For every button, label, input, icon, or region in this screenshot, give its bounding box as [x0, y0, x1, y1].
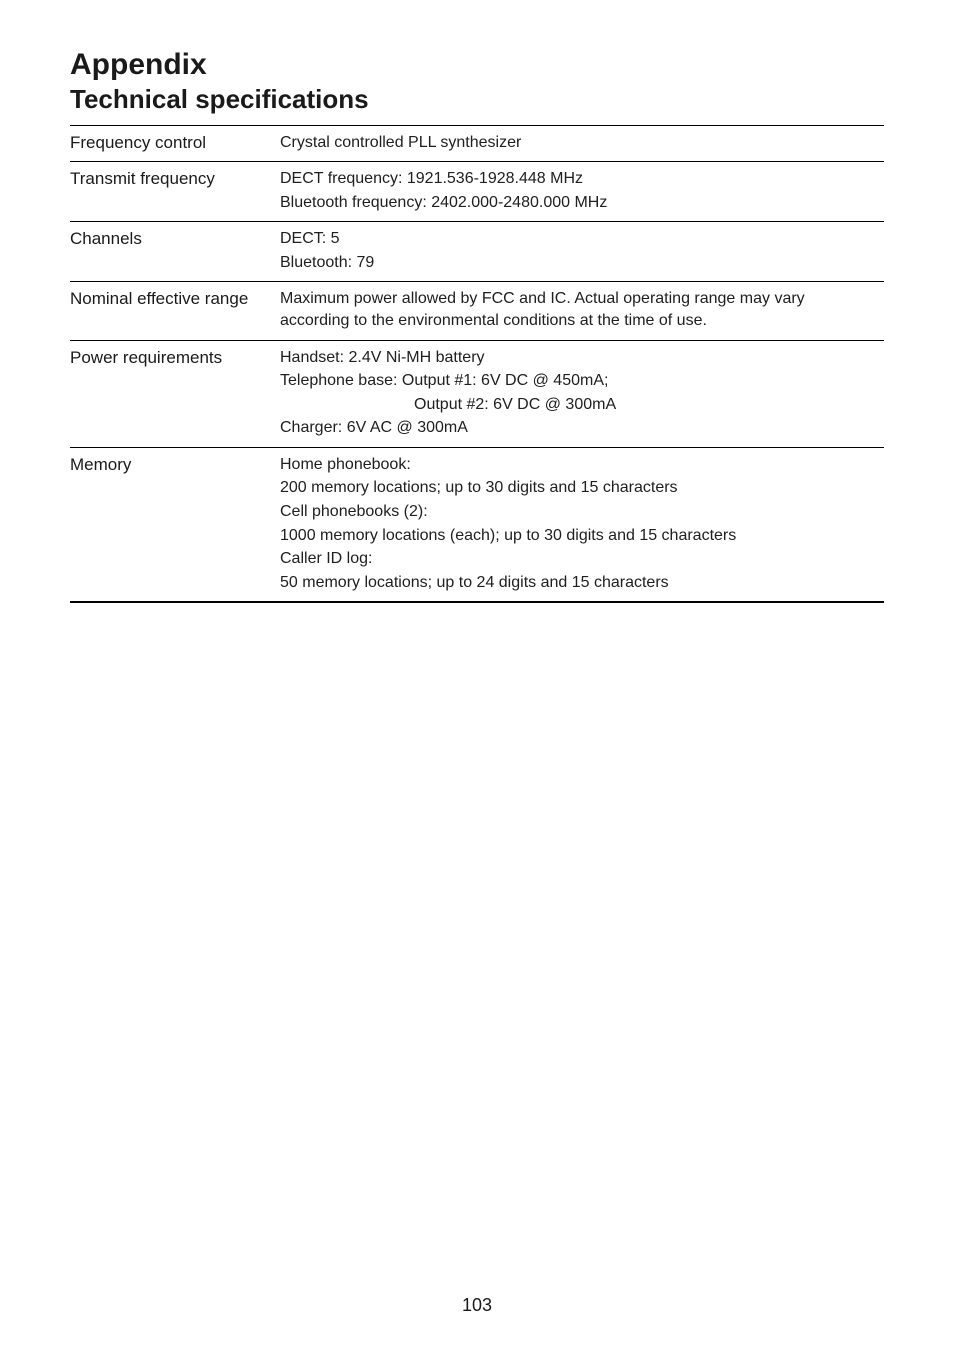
table-row: Nominal effective range Maximum power al…	[70, 282, 884, 340]
spec-line: DECT: 5	[280, 228, 878, 250]
spec-line: 200 memory locations; up to 30 digits an…	[280, 477, 878, 499]
section-heading: Technical specifications	[70, 84, 884, 115]
spec-line: Telephone base: Output #1: 6V DC @ 450mA…	[280, 370, 878, 392]
table-row: Power requirements Handset: 2.4V Ni-MH b…	[70, 340, 884, 447]
spec-value: Home phonebook: 200 memory locations; up…	[280, 447, 884, 602]
spec-line: Home phonebook:	[280, 454, 878, 476]
specs-table: Frequency control Crystal controlled PLL…	[70, 125, 884, 603]
spec-key: Frequency control	[70, 126, 280, 162]
spec-line: Output #2: 6V DC @ 300mA	[280, 394, 878, 416]
spec-value: DECT: 5 Bluetooth: 79	[280, 222, 884, 282]
spec-line: Cell phonebooks (2):	[280, 501, 878, 523]
spec-line: 50 memory locations; up to 24 digits and…	[280, 572, 878, 594]
appendix-heading: Appendix	[70, 48, 884, 82]
spec-value: Crystal controlled PLL synthesizer	[280, 126, 884, 162]
spec-line: DECT frequency: 1921.536-1928.448 MHz	[280, 168, 878, 190]
spec-key: Channels	[70, 222, 280, 282]
spec-line: Handset: 2.4V Ni-MH battery	[280, 347, 878, 369]
table-row: Transmit frequency DECT frequency: 1921.…	[70, 161, 884, 221]
table-row: Channels DECT: 5 Bluetooth: 79	[70, 222, 884, 282]
spec-value: Maximum power allowed by FCC and IC. Act…	[280, 282, 884, 340]
spec-line: Bluetooth frequency: 2402.000-2480.000 M…	[280, 192, 878, 214]
page-number: 103	[0, 1295, 954, 1316]
spec-line: Charger: 6V AC @ 300mA	[280, 417, 878, 439]
spec-line: 1000 memory locations (each); up to 30 d…	[280, 525, 878, 547]
spec-key: Transmit frequency	[70, 161, 280, 221]
spec-line: Caller ID log:	[280, 548, 878, 570]
spec-line: Crystal controlled PLL synthesizer	[280, 134, 521, 151]
spec-value: DECT frequency: 1921.536-1928.448 MHz Bl…	[280, 161, 884, 221]
spec-line: Bluetooth: 79	[280, 252, 878, 274]
spec-value: Handset: 2.4V Ni-MH battery Telephone ba…	[280, 340, 884, 447]
spec-line: Maximum power allowed by FCC and IC. Act…	[280, 288, 878, 331]
spec-key: Nominal effective range	[70, 282, 280, 340]
table-row: Frequency control Crystal controlled PLL…	[70, 126, 884, 162]
table-row: Memory Home phonebook: 200 memory locati…	[70, 447, 884, 602]
spec-key: Memory	[70, 447, 280, 602]
spec-key: Power requirements	[70, 340, 280, 447]
